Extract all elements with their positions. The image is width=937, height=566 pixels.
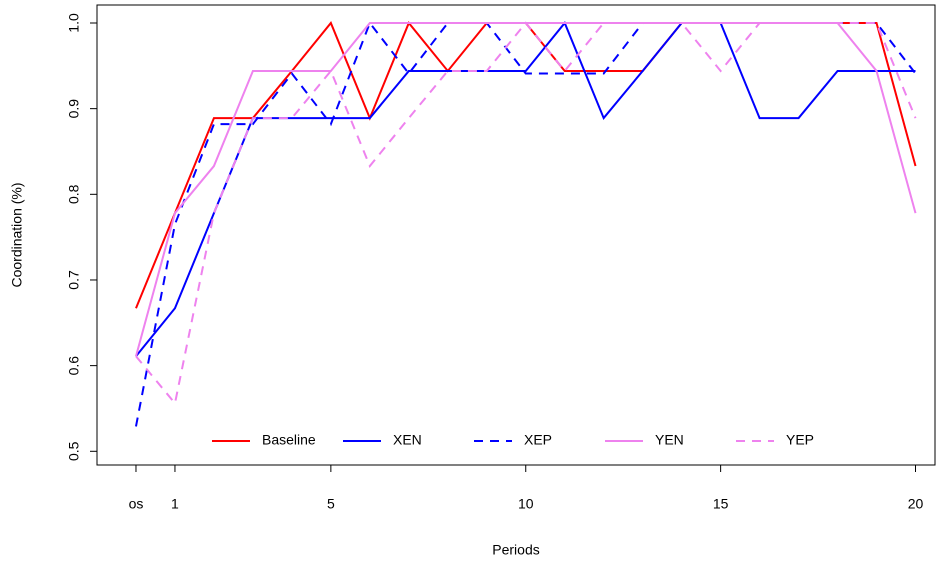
legend-label: XEN	[393, 432, 422, 448]
x-tick-label: 15	[713, 496, 729, 512]
x-axis-label: Periods	[492, 542, 539, 558]
plot-box	[96, 4, 936, 466]
legend-label: Baseline	[262, 432, 316, 448]
legend-label: YEP	[786, 432, 814, 448]
x-tick-label: 10	[518, 496, 534, 512]
y-tick-label: 0.7	[66, 270, 82, 290]
y-axis-label: Coordination (%)	[9, 182, 25, 287]
series-line	[135, 21, 917, 309]
x-tick-label: 1	[171, 496, 179, 512]
y-tick-label: 0.6	[66, 356, 82, 376]
series-line	[134, 20, 917, 427]
y-tick-label: 0.8	[66, 184, 82, 204]
legend-label: YEN	[655, 432, 684, 448]
x-tick-label: 5	[327, 496, 335, 512]
legend-label: XEP	[524, 432, 552, 448]
y-tick-label: 0.9	[66, 99, 82, 119]
x-tick-label: 20	[908, 496, 924, 512]
x-tick-label: os	[129, 496, 144, 512]
y-tick-label: 1.0	[66, 13, 82, 33]
series-line	[135, 21, 917, 406]
y-tick-label: 0.5	[66, 441, 82, 461]
